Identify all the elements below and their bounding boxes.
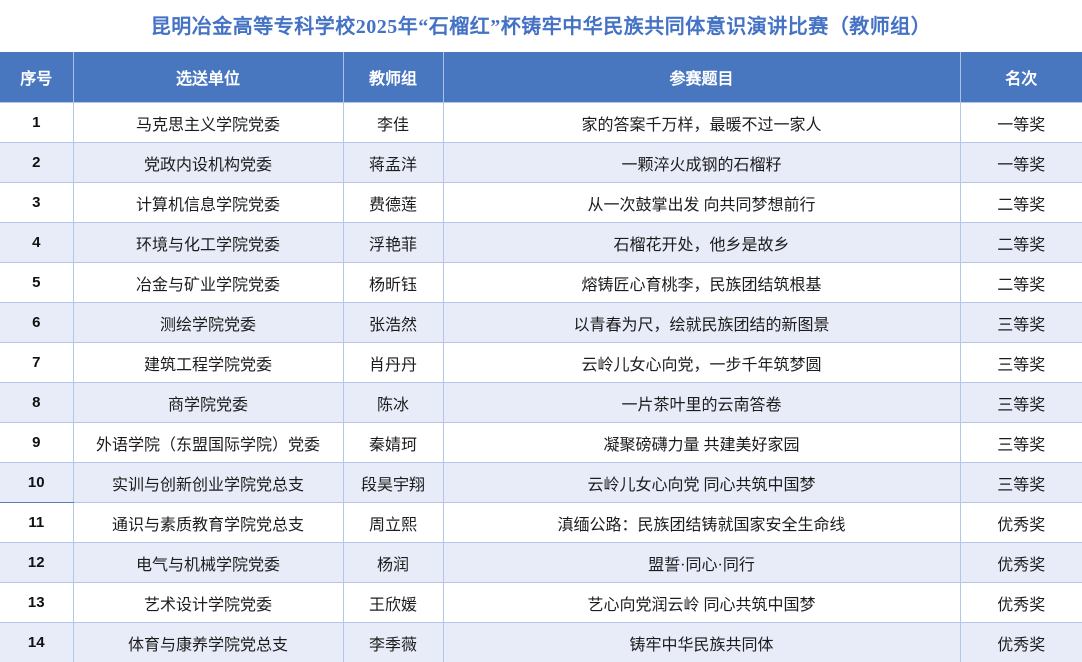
teacher-cell: 王欣媛 xyxy=(342,582,444,623)
row-number-cell: 14 xyxy=(0,622,74,662)
teacher-cell: 周立熙 xyxy=(342,502,444,543)
unit-cell: 建筑工程学院党委 xyxy=(72,342,344,383)
unit-cell: 计算机信息学院党委 xyxy=(72,182,344,223)
unit-cell: 体育与康养学院党总支 xyxy=(72,622,344,662)
topic-cell: 石榴花开处，他乡是故乡 xyxy=(442,222,961,263)
unit-cell: 电气与机械学院党委 xyxy=(72,542,344,583)
row-number-cell: 5 xyxy=(0,262,74,303)
row-number-cell: 7 xyxy=(0,342,74,383)
row-number-cell: 3 xyxy=(0,182,74,223)
teacher-cell: 李季薇 xyxy=(342,622,444,662)
rank-cell: 优秀奖 xyxy=(959,582,1082,623)
rank-cell: 优秀奖 xyxy=(959,502,1082,543)
unit-cell: 商学院党委 xyxy=(72,382,344,423)
table-row: 4 环境与化工学院党委 浮艳菲 石榴花开处，他乡是故乡 二等奖 xyxy=(0,222,1082,263)
rank-cell: 一等奖 xyxy=(959,102,1082,143)
rank-cell: 三等奖 xyxy=(959,422,1082,463)
row-number-cell: 1 xyxy=(0,102,74,143)
table-row: 11 通识与素质教育学院党总支 周立熙 滇缅公路：民族团结铸就国家安全生命线 优… xyxy=(0,502,1082,543)
header-row: 序号 选送单位 教师组 参赛题目 名次 xyxy=(0,52,1082,103)
teacher-cell: 蒋孟洋 xyxy=(342,142,444,183)
topic-cell: 从一次鼓掌出发 向共同梦想前行 xyxy=(442,182,961,223)
row-number-cell: 12 xyxy=(0,542,74,583)
col-header-number: 序号 xyxy=(0,52,73,103)
rank-cell: 三等奖 xyxy=(959,342,1082,383)
unit-cell: 外语学院（东盟国际学院）党委 xyxy=(72,422,344,463)
topic-cell: 凝聚磅礴力量 共建美好家园 xyxy=(442,422,961,463)
table-row: 6 测绘学院党委 张浩然 以青春为尺，绘就民族团结的新图景 三等奖 xyxy=(0,302,1082,343)
rank-cell: 二等奖 xyxy=(959,222,1082,263)
rank-cell: 三等奖 xyxy=(959,382,1082,423)
topic-cell: 盟誓·同心·同行 xyxy=(442,542,961,583)
teacher-cell: 李佳 xyxy=(342,102,444,143)
unit-cell: 测绘学院党委 xyxy=(72,302,344,343)
topic-cell: 一片茶叶里的云南答卷 xyxy=(442,382,961,423)
rank-cell: 优秀奖 xyxy=(959,542,1082,583)
teacher-cell: 肖丹丹 xyxy=(342,342,444,383)
unit-cell: 冶金与矿业学院党委 xyxy=(72,262,344,303)
unit-cell: 党政内设机构党委 xyxy=(72,142,344,183)
table-row: 7 建筑工程学院党委 肖丹丹 云岭儿女心向党，一步千年筑梦圆 三等奖 xyxy=(0,342,1082,383)
row-number-cell: 13 xyxy=(0,582,74,623)
unit-cell: 环境与化工学院党委 xyxy=(72,222,344,263)
unit-cell: 艺术设计学院党委 xyxy=(72,582,344,623)
table-row: 13 艺术设计学院党委 王欣媛 艺心向党润云岭 同心共筑中国梦 优秀奖 xyxy=(0,582,1082,623)
table-row: 2 党政内设机构党委 蒋孟洋 一颗淬火成钢的石榴籽 一等奖 xyxy=(0,142,1082,183)
row-number-cell: 11 xyxy=(0,502,74,543)
rank-cell: 优秀奖 xyxy=(959,622,1082,662)
teacher-cell: 段昊宇翔 xyxy=(342,462,444,503)
row-number-cell: 8 xyxy=(0,382,74,423)
col-header-teacher: 教师组 xyxy=(342,52,443,103)
page-title: 昆明冶金高等专科学校2025年“石榴红”杯铸牢中华民族共同体意识演讲比赛（教师组… xyxy=(150,16,932,38)
teacher-cell: 费德莲 xyxy=(342,182,444,223)
rank-cell: 三等奖 xyxy=(959,462,1082,503)
topic-cell: 云岭儿女心向党，一步千年筑梦圆 xyxy=(442,342,961,383)
teacher-cell: 秦婧珂 xyxy=(342,422,444,463)
col-header-rank: 名次 xyxy=(959,52,1082,103)
teacher-cell: 杨润 xyxy=(342,542,444,583)
table-row: 5 冶金与矿业学院党委 杨昕钰 熔铸匠心育桃李，民族团结筑根基 二等奖 xyxy=(0,262,1082,303)
rank-cell: 三等奖 xyxy=(959,302,1082,343)
table-row: 12 电气与机械学院党委 杨润 盟誓·同心·同行 优秀奖 xyxy=(0,542,1082,583)
topic-cell: 熔铸匠心育桃李，民族团结筑根基 xyxy=(442,262,961,303)
table-row: 3 计算机信息学院党委 费德莲 从一次鼓掌出发 向共同梦想前行 二等奖 xyxy=(0,182,1082,223)
teacher-cell: 张浩然 xyxy=(342,302,444,343)
unit-cell: 马克思主义学院党委 xyxy=(72,102,344,143)
topic-cell: 家的答案千万样，最暖不过一家人 xyxy=(442,102,961,143)
table-body: 1 马克思主义学院党委 李佳 家的答案千万样，最暖不过一家人 一等奖 2 党政内… xyxy=(0,102,1082,662)
topic-cell: 以青春为尺，绘就民族团结的新图景 xyxy=(442,302,961,343)
col-header-unit: 选送单位 xyxy=(72,52,343,103)
topic-cell: 滇缅公路：民族团结铸就国家安全生命线 xyxy=(442,502,961,543)
unit-cell: 通识与素质教育学院党总支 xyxy=(72,502,344,543)
table-row: 1 马克思主义学院党委 李佳 家的答案千万样，最暖不过一家人 一等奖 xyxy=(0,102,1082,143)
rank-cell: 二等奖 xyxy=(959,262,1082,303)
rank-cell: 一等奖 xyxy=(959,142,1082,183)
row-number-cell: 9 xyxy=(0,422,74,463)
unit-cell: 实训与创新创业学院党总支 xyxy=(72,462,344,503)
results-table: 序号 选送单位 教师组 参赛题目 名次 1 马克思主义学院党委 李佳 家的答案千… xyxy=(0,52,1082,662)
row-number-cell: 2 xyxy=(0,142,74,183)
topic-cell: 一颗淬火成钢的石榴籽 xyxy=(442,142,961,183)
row-number-cell: 10 xyxy=(0,462,74,503)
col-header-topic: 参赛题目 xyxy=(442,52,960,103)
table-row: 10 实训与创新创业学院党总支 段昊宇翔 云岭儿女心向党 同心共筑中国梦 三等奖 xyxy=(0,462,1082,503)
teacher-cell: 陈冰 xyxy=(342,382,444,423)
topic-cell: 云岭儿女心向党 同心共筑中国梦 xyxy=(442,462,961,503)
table-header: 序号 选送单位 教师组 参赛题目 名次 xyxy=(0,52,1082,103)
table-row: 14 体育与康养学院党总支 李季薇 铸牢中华民族共同体 优秀奖 xyxy=(0,622,1082,662)
topic-cell: 艺心向党润云岭 同心共筑中国梦 xyxy=(442,582,961,623)
rank-cell: 二等奖 xyxy=(959,182,1082,223)
table-row: 9 外语学院（东盟国际学院）党委 秦婧珂 凝聚磅礴力量 共建美好家园 三等奖 xyxy=(0,422,1082,463)
row-number-cell: 6 xyxy=(0,302,74,343)
table-row: 8 商学院党委 陈冰 一片茶叶里的云南答卷 三等奖 xyxy=(0,382,1082,423)
teacher-cell: 杨昕钰 xyxy=(342,262,444,303)
topic-cell: 铸牢中华民族共同体 xyxy=(442,622,961,662)
row-number-cell: 4 xyxy=(0,222,74,263)
teacher-cell: 浮艳菲 xyxy=(342,222,444,263)
